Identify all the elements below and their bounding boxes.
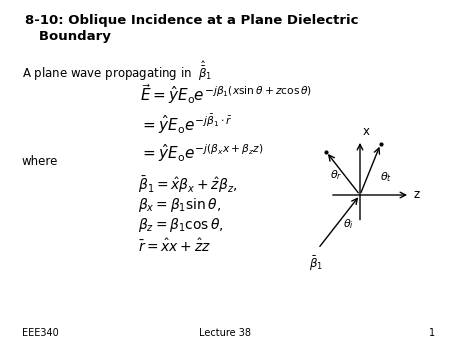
Text: $= \hat{y}E_{\rm o}e^{-j\bar{\beta}_1 \cdot \bar{r}}$: $= \hat{y}E_{\rm o}e^{-j\bar{\beta}_1 \c…: [140, 112, 233, 136]
Text: $\bar{\beta}_1 = \hat{x}\beta_x + \hat{z}\beta_z,$: $\bar{\beta}_1 = \hat{x}\beta_x + \hat{z…: [138, 174, 238, 195]
Text: $= \hat{y}E_{\rm o}e^{-j(\beta_x x+\beta_z z)}$: $= \hat{y}E_{\rm o}e^{-j(\beta_x x+\beta…: [140, 142, 263, 164]
Text: x: x: [363, 125, 370, 138]
Text: EEE340: EEE340: [22, 328, 59, 338]
Text: Boundary: Boundary: [25, 30, 111, 43]
Text: $\vec{E} = \hat{y}E_{\rm o}e^{-j\beta_1(x\sin\theta+z\cos\theta)}$: $\vec{E} = \hat{y}E_{\rm o}e^{-j\beta_1(…: [140, 82, 312, 106]
Text: $\theta_r$: $\theta_r$: [329, 168, 342, 182]
Text: $\beta_z = \beta_1 \cos\theta,$: $\beta_z = \beta_1 \cos\theta,$: [138, 216, 224, 234]
Text: $\bar{\beta}_1$: $\bar{\beta}_1$: [309, 255, 323, 273]
Text: where: where: [22, 155, 58, 168]
Text: 8-10: Oblique Incidence at a Plane Dielectric: 8-10: Oblique Incidence at a Plane Diele…: [25, 14, 359, 27]
Text: Lecture 38: Lecture 38: [199, 328, 251, 338]
Text: 1: 1: [429, 328, 435, 338]
Text: z: z: [413, 189, 419, 201]
Text: A plane wave propagating in  $\hat{\bar{\beta}}_1$: A plane wave propagating in $\hat{\bar{\…: [22, 60, 212, 83]
Text: $\theta_i$: $\theta_i$: [342, 217, 353, 231]
Text: $\beta_x = \beta_1 \sin\theta,$: $\beta_x = \beta_1 \sin\theta,$: [138, 196, 221, 214]
Text: $\theta_t$: $\theta_t$: [380, 170, 392, 184]
Text: $\bar{r} = \hat{x}x + \hat{z}z$: $\bar{r} = \hat{x}x + \hat{z}z$: [138, 238, 211, 255]
